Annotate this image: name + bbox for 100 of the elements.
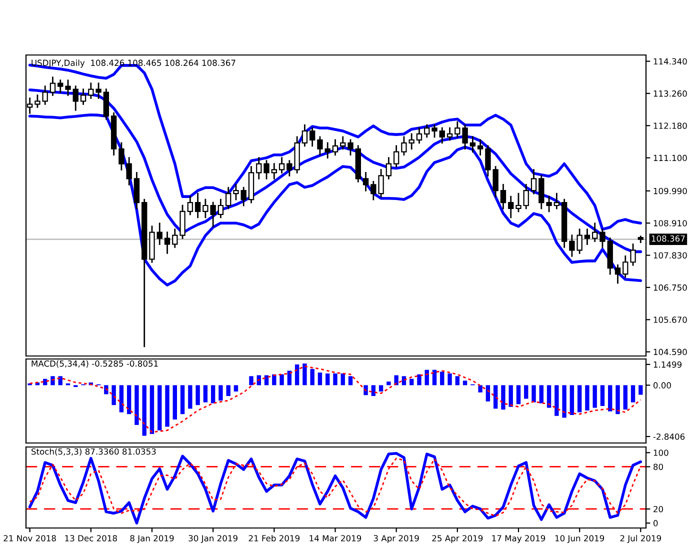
bar bbox=[234, 385, 238, 392]
candlestick bbox=[278, 157, 285, 174]
candlestick bbox=[88, 82, 94, 99]
bar bbox=[600, 385, 605, 406]
y-tick-label: 113.260 bbox=[654, 90, 687, 97]
candlestick bbox=[180, 204, 186, 239]
bar bbox=[532, 385, 536, 402]
candlestick bbox=[317, 136, 323, 156]
candlestick bbox=[233, 184, 239, 200]
candlestick bbox=[340, 136, 346, 150]
bar bbox=[546, 385, 552, 408]
candlestick bbox=[50, 76, 56, 96]
candlestick bbox=[516, 192, 522, 212]
y-tick-label: 100 bbox=[654, 450, 668, 456]
candlestick bbox=[65, 80, 71, 96]
bar bbox=[134, 385, 139, 425]
y-tick-label: 80 bbox=[654, 464, 663, 470]
candlestick bbox=[256, 157, 262, 180]
candlestick bbox=[309, 127, 316, 147]
candlestick bbox=[508, 196, 514, 218]
bar bbox=[294, 364, 300, 386]
bar bbox=[608, 385, 612, 412]
candlestick bbox=[332, 139, 338, 156]
candlestick bbox=[432, 124, 438, 138]
x-tick-label: 21 Nov 2018 bbox=[4, 535, 56, 542]
candlestick bbox=[164, 232, 170, 254]
y-tick-label: -2.8406 bbox=[653, 433, 685, 440]
bar bbox=[172, 385, 177, 420]
candlestick bbox=[302, 124, 308, 147]
bar bbox=[462, 380, 468, 386]
bar bbox=[326, 373, 330, 386]
candlestick bbox=[592, 222, 598, 242]
candlestick bbox=[546, 196, 552, 212]
bar bbox=[486, 385, 490, 402]
bar bbox=[142, 385, 146, 436]
candlestick bbox=[172, 228, 178, 248]
bar bbox=[394, 375, 398, 386]
bar bbox=[417, 374, 422, 386]
bar bbox=[150, 385, 154, 434]
bar bbox=[104, 385, 108, 394]
x-tick-label: 30 Jan 2019 bbox=[188, 535, 238, 543]
bar bbox=[302, 364, 307, 386]
y-tick-label: 108.910 bbox=[654, 220, 687, 226]
bar bbox=[508, 385, 513, 407]
bar bbox=[516, 385, 521, 404]
candlestick bbox=[264, 160, 270, 180]
candlestick bbox=[194, 192, 201, 218]
candlestick bbox=[103, 88, 110, 120]
bar bbox=[318, 372, 322, 386]
bar bbox=[112, 385, 116, 406]
candlestick bbox=[439, 127, 445, 144]
bar bbox=[272, 374, 276, 386]
candlestick bbox=[218, 198, 224, 218]
candlestick bbox=[80, 88, 86, 105]
x-tick-label: 25 Apr 2019 bbox=[432, 535, 483, 544]
bar bbox=[280, 374, 284, 386]
x-tick-label: 2 Jul 2019 bbox=[620, 534, 661, 543]
candlestick bbox=[348, 139, 354, 156]
text: USDJPY,Daily 108.426 108.465 108.264 108.367 bbox=[32, 60, 236, 68]
y-tick-label: 111.100 bbox=[654, 154, 687, 162]
bar bbox=[478, 385, 482, 392]
candlestick bbox=[134, 172, 140, 210]
y-tick-label: 0 bbox=[653, 520, 658, 526]
candlestick bbox=[424, 124, 430, 138]
candlestick bbox=[630, 244, 636, 266]
bar bbox=[630, 385, 636, 402]
candlestick bbox=[600, 228, 606, 248]
chart-title: Stoch(5,3,3) 87.3360 81.0353 bbox=[32, 448, 156, 456]
y-tick-label: 106.750 bbox=[654, 284, 687, 291]
x-tick-label: 8 Jan 2019 bbox=[130, 535, 174, 543]
candlestick bbox=[584, 228, 590, 245]
candlestick bbox=[156, 222, 162, 245]
bar bbox=[310, 368, 314, 386]
y-tick-label: 20 bbox=[654, 506, 663, 512]
line-series bbox=[28, 114, 642, 286]
y-tick-label: 104.590 bbox=[654, 348, 687, 356]
y-tick-label: 114.340 bbox=[654, 58, 687, 65]
candlestick bbox=[271, 163, 277, 180]
candlestick bbox=[362, 172, 369, 192]
x-tick-label: 21 Feb 2019 bbox=[248, 534, 300, 542]
candlestick bbox=[96, 82, 102, 99]
candlestick bbox=[416, 127, 422, 144]
bar bbox=[493, 385, 498, 409]
x-tick-label: 10 Jun 2019 bbox=[555, 535, 604, 543]
candlestick bbox=[470, 136, 476, 153]
candlestick bbox=[523, 184, 529, 210]
bar bbox=[577, 385, 582, 412]
bar bbox=[333, 373, 338, 386]
bar bbox=[126, 385, 132, 414]
bar bbox=[188, 385, 192, 409]
bar bbox=[554, 385, 559, 416]
line-series bbox=[29, 458, 642, 517]
bar bbox=[371, 385, 376, 396]
candlestick bbox=[477, 139, 484, 156]
bar bbox=[448, 373, 452, 386]
candlestick bbox=[446, 127, 453, 141]
y-tick-label: 112.180 bbox=[654, 122, 687, 129]
x-tick-label: 3 Apr 2019 bbox=[374, 535, 419, 544]
bar bbox=[638, 385, 643, 395]
candlestick bbox=[72, 86, 78, 111]
